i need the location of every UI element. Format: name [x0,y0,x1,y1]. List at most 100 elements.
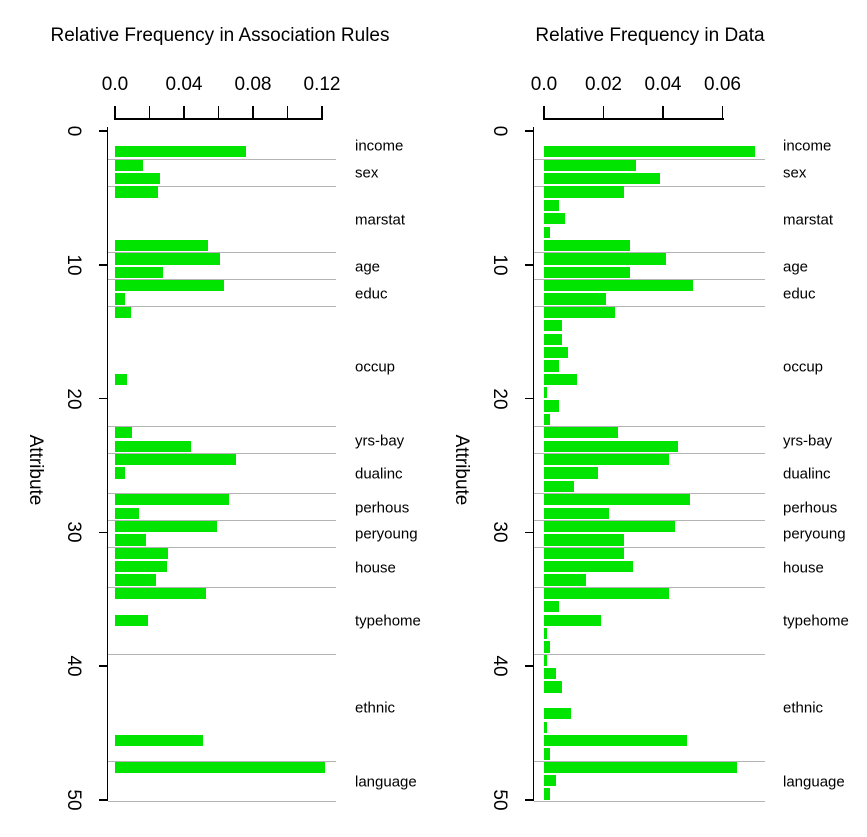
value-axis-tick-label: 0.0 [530,74,558,95]
bar-item-27 [115,494,229,506]
item-axis-tick [524,799,533,801]
bar-item-48 [544,775,556,787]
group-label-house: house [355,559,396,577]
group-boundary-gridline [108,305,336,307]
bar-item-7 [544,226,550,238]
bar-item-34 [544,587,669,600]
group-boundary-gridline [534,185,765,187]
bar-item-10 [544,266,631,278]
item-axis-tick [98,665,107,667]
group-boundary-gridline [534,305,765,307]
value-axis-tick-label: 0.04 [165,74,203,95]
bar-item-49 [544,788,550,800]
bar-item-32 [115,561,167,573]
bar-item-23 [544,440,678,452]
group-boundary-gridline [534,252,765,254]
bar-item-30 [115,534,147,546]
group-label-typehome: typehome [355,612,421,630]
bar-item-1 [544,146,756,158]
bar-item-31 [115,547,169,559]
item-axis-tick-label: 40 [489,655,510,677]
group-label-yrs-bay: yrs-bay [783,432,833,450]
bar-item-41 [544,681,562,693]
bar-item-4 [544,186,625,198]
group-label-ethnic: ethnic [355,699,396,717]
bar-item-9 [544,253,666,265]
group-label-occup: occup [355,358,396,376]
bar-item-32 [544,561,634,573]
value-axis-tick [321,106,323,119]
bar-item-4 [115,186,159,198]
item-axis-line [532,127,534,801]
bar-item-22 [115,427,133,439]
value-axis-tick [721,106,724,119]
group-boundary-gridline [534,546,765,548]
value-axis-tick-label: 0.04 [644,74,682,95]
bar-item-35 [544,601,559,613]
chart-title: Relative Frequency in Data [535,25,765,46]
bar-item-25 [544,467,598,479]
group-label-language: language [355,773,417,791]
item-axis-tick [98,397,107,400]
bar-item-38 [544,641,550,653]
item-axis-tick [524,264,533,266]
group-boundary-gridline [108,653,336,655]
item-axis-tick [524,665,533,667]
bar-item-6 [544,213,565,225]
bar-item-31 [544,547,625,559]
group-label-age: age [783,258,809,276]
bar-item-36 [115,614,148,626]
group-boundary-gridline [108,279,336,281]
group-label-peryoung: peryoung [355,525,418,543]
bar-item-30 [544,534,625,546]
bar-item-21 [544,413,550,426]
bar-item-16 [544,346,568,359]
bar-item-20 [544,400,559,412]
value-axis-tick [602,106,605,119]
bar-item-13 [115,306,131,319]
bar-item-44 [544,721,547,733]
item-axis-line [106,127,108,801]
bar-item-5 [544,199,559,211]
group-boundary-gridline [108,185,336,187]
group-boundary-gridline [534,653,765,655]
bar-item-19 [544,387,547,399]
item-axis-tick [98,531,107,534]
bar-item-29 [544,520,675,533]
item-axis-tick-label: 50 [489,789,510,811]
group-label-language: language [783,773,845,791]
bar-item-39 [544,654,547,666]
group-boundary-gridline [534,426,765,428]
group-label-house: house [783,559,824,577]
value-axis-tick [286,106,289,119]
item-axis-tick-label: 30 [489,521,510,543]
group-boundary-gridline [108,520,336,522]
bar-item-45 [115,734,203,747]
group-boundary-gridline [108,453,336,455]
bar-item-2 [544,159,637,171]
bar-item-1 [115,146,247,158]
value-axis-tick [543,106,545,119]
group-label-age: age [355,258,381,276]
item-axis-tick-label: 0 [489,125,510,137]
group-boundary-gridline [108,493,336,495]
bar-item-25 [115,467,126,479]
bar-item-29 [115,520,217,533]
bar-item-11 [115,280,224,292]
group-boundary-gridline [108,426,336,428]
item-axis-tick [98,264,107,266]
group-boundary-gridline [534,586,765,588]
group-label-income: income [783,137,832,155]
group-boundary-gridline [534,801,765,802]
bar-item-26 [544,480,574,492]
group-label-perhous: perhous [355,499,410,517]
group-label-sex: sex [355,164,379,182]
value-axis-tick [217,106,220,119]
group-boundary-gridline [108,801,336,802]
group-label-educ: educ [783,285,816,303]
bar-item-12 [115,293,126,305]
bar-item-12 [544,293,607,305]
bar-item-28 [544,507,610,519]
value-axis-tick [114,106,116,119]
bar-item-9 [115,253,221,265]
